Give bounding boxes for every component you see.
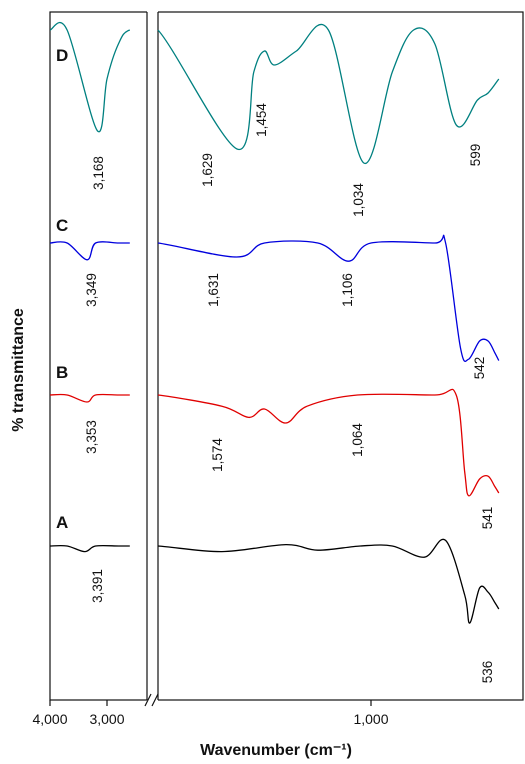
x-tick-label-4000: 4,000 [32, 711, 67, 727]
peak-label-c-1106: 1,106 [340, 273, 355, 307]
curve-label-d: D [56, 46, 68, 65]
peak-label-d-1034: 1,034 [351, 183, 366, 217]
peak-label-a-536: 536 [480, 661, 495, 684]
x-tick-label-3000: 3,000 [89, 711, 124, 727]
curve-label-b: B [56, 363, 68, 382]
series-line-d [49, 21, 500, 164]
y-axis-title: % transmittance [10, 308, 27, 432]
series-line-a [49, 538, 500, 624]
peak-label-c-3349: 3,349 [84, 273, 99, 307]
axis-break-mark-2 [151, 693, 159, 707]
peak-label-b-3353: 3,353 [84, 420, 99, 454]
series-line-c [49, 234, 500, 362]
peak-label-b-1064: 1,064 [350, 423, 365, 457]
peak-label-d-3168: 3,168 [91, 156, 106, 190]
peak-label-b-541: 541 [480, 507, 495, 530]
plot-frame [49, 11, 524, 701]
curve-label-a: A [56, 513, 68, 532]
axis-break-gap [147, 10, 158, 702]
peak-label-a-3391: 3,391 [90, 569, 105, 603]
series-line-b [49, 388, 500, 497]
x-axis-title: Wavenumber (cm⁻¹) [200, 742, 352, 759]
peak-label-d-1629: 1,629 [200, 153, 215, 187]
x-tick-label-1000: 1,000 [353, 711, 388, 727]
axis-break-mark-1 [144, 693, 152, 707]
peak-label-d-599: 599 [468, 144, 483, 167]
peak-label-c-542: 542 [472, 357, 487, 380]
peak-label-d-1454: 1,454 [254, 103, 269, 137]
peak-label-b-1574: 1,574 [210, 438, 225, 472]
curve-label-c: C [56, 216, 68, 235]
peak-label-c-1631: 1,631 [206, 273, 221, 307]
